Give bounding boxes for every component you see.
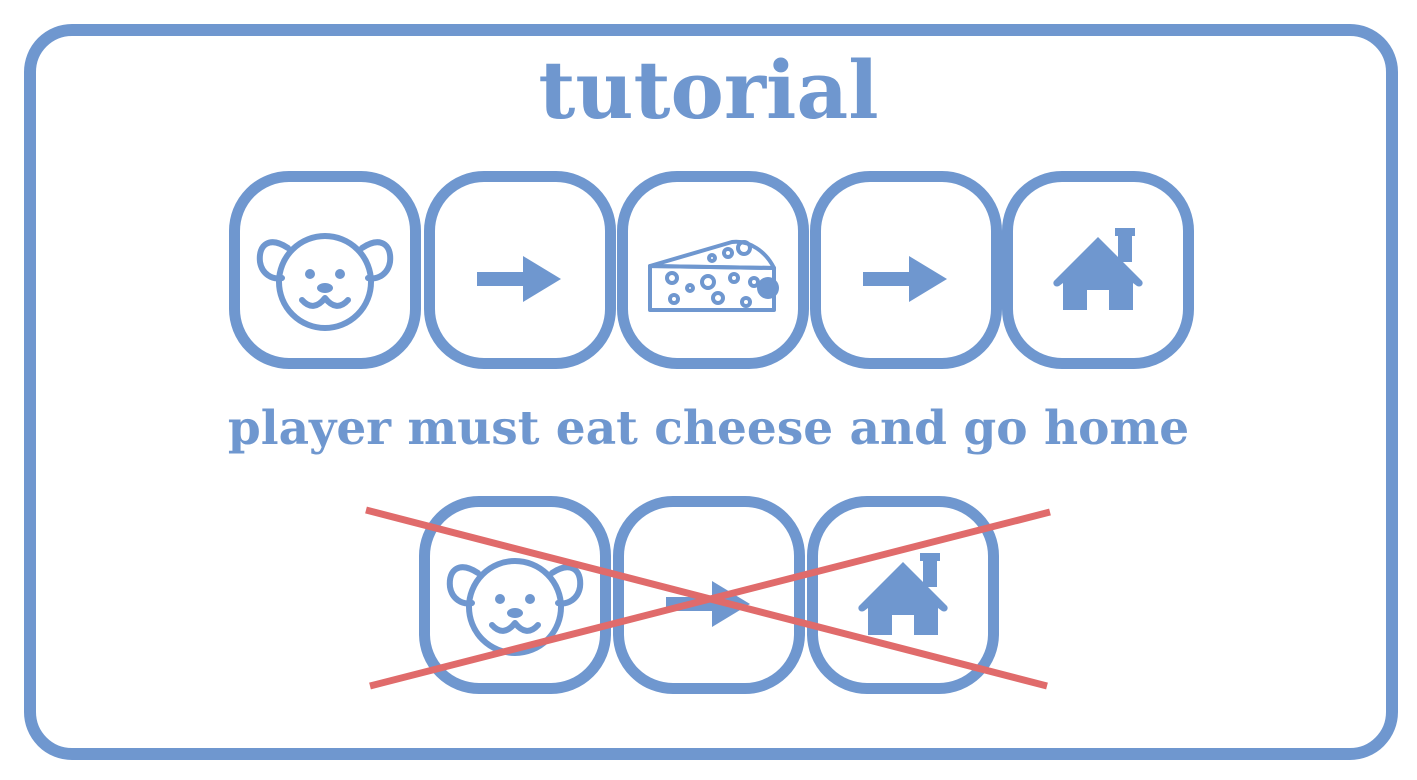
tile-arrow: [613, 496, 805, 694]
mouse-icon: [256, 233, 394, 331]
arrow-right-icon: [666, 581, 750, 627]
tile-mouse: [419, 496, 611, 694]
rule-caption: player must eat cheese and go home: [227, 401, 1190, 456]
arrow-right-icon: [863, 256, 947, 302]
tile-mouse: [229, 171, 421, 369]
tutorial-title: tutorial: [538, 43, 879, 137]
arrow-right-icon: [477, 256, 561, 302]
tile-house: [1002, 171, 1194, 369]
tile-house: [807, 496, 999, 694]
cheese-icon: [648, 239, 779, 312]
house-icon: [858, 553, 948, 635]
tile-arrow-1: [424, 171, 616, 369]
house-icon: [1053, 228, 1143, 310]
mouse-icon: [446, 558, 584, 656]
tile-cheese: [617, 171, 809, 369]
tile-arrow-2: [810, 171, 1002, 369]
